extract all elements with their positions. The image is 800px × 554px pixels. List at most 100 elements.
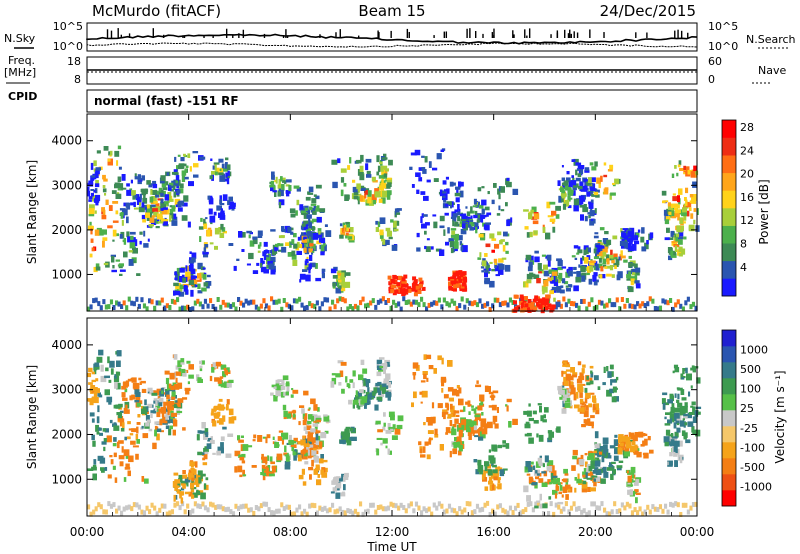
heat-cell [116,441,120,449]
heat-cell [148,428,153,432]
heat-cell [165,425,170,429]
heat-cell [155,511,159,517]
heat-cell [173,354,178,360]
heat-cell [156,426,159,430]
heat-cell [541,254,546,257]
heat-cell [643,509,647,515]
heat-cell [162,187,168,191]
heat-cell [611,260,615,264]
heat-cell [92,440,96,447]
heat-cell [575,177,581,182]
heat-cell [691,502,696,507]
heat-cell [460,229,467,235]
heat-cell [242,302,246,308]
heat-cell [636,510,640,516]
heat-cell [430,416,436,424]
heat-cell [538,271,542,274]
heat-cell [378,175,385,179]
heat-cell [359,396,364,400]
heat-cell [271,176,274,180]
heat-cell [339,223,343,227]
heat-cell [621,255,626,259]
heat-cell [277,508,281,514]
heat-cell [202,462,208,466]
heat-cell [605,511,609,517]
heat-cell [155,400,158,406]
heat-cell [199,236,202,242]
heat-cell [311,459,314,467]
heat-cell [197,262,203,270]
heat-cell [629,260,636,265]
heat-cell [441,380,445,387]
heat-cell [174,485,180,488]
heat-cell [483,224,487,230]
heat-cell [458,398,464,406]
heat-cell [197,377,202,380]
heat-cell [155,194,160,198]
heat-cell [300,225,304,230]
heat-cell [587,267,591,273]
heat-cell [173,494,176,502]
heat-cell [457,210,461,216]
heat-cell [567,205,572,209]
heat-cell [127,378,134,382]
heat-cell [456,385,460,389]
heat-cell [612,469,616,475]
heat-cell [369,502,373,508]
heat-cell [417,505,421,511]
heat-cell [528,261,533,268]
heat-cell [628,303,632,309]
heat-cell [423,195,429,201]
heat-cell [480,400,484,406]
heat-cell [374,384,379,389]
heat-cell [535,470,538,474]
heat-cell [133,384,140,389]
heat-cell [147,387,153,392]
heat-cell [157,213,163,220]
heat-cell [307,449,310,456]
heat-cell [575,506,579,512]
heat-cell [674,302,678,308]
heat-cell [257,250,261,253]
heat-cell [612,182,616,185]
heat-cell [263,241,268,247]
heat-cell [548,496,552,500]
heat-cell [551,210,557,216]
heat-cell [252,237,258,245]
heat-cell [489,233,495,239]
heat-cell [156,190,159,195]
heat-cell [460,509,464,515]
heat-cell [304,207,308,211]
heat-cell [352,382,355,389]
heat-cell [191,252,197,259]
heat-cell [392,274,397,279]
heat-cell [94,506,98,512]
heat-cell [224,302,228,308]
heat-cell [630,234,634,240]
heat-cell [418,167,424,171]
heat-cell [109,299,114,305]
heat-cell [301,210,307,213]
heat-cell [224,178,229,182]
heat-cell [281,246,287,253]
heat-cell [589,392,595,395]
heat-cell [574,477,577,481]
heat-cell [231,302,236,308]
heat-cell [486,464,491,469]
heat-cell [90,162,94,170]
heat-cell [87,182,94,187]
heat-cell [265,462,268,465]
heat-cell [170,509,175,515]
heat-cell [174,290,181,296]
heat-cell [180,286,186,289]
heat-cell [188,510,192,515]
heat-cell [589,260,595,266]
heat-cell [362,368,368,374]
heat-cell [646,240,649,245]
heat-cell [548,269,555,274]
heat-cell [328,507,332,513]
heat-cell [289,435,292,442]
heat-cell [88,367,93,373]
heat-cell [214,306,218,312]
heat-cell [121,392,126,398]
